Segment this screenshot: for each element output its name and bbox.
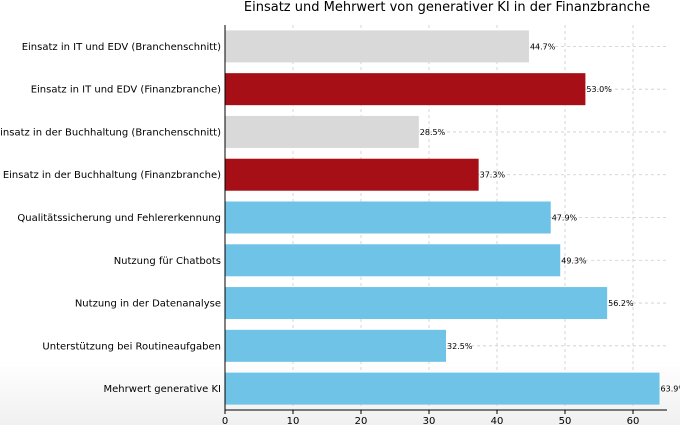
bar [225, 73, 586, 106]
bar [225, 244, 561, 277]
bar [225, 201, 551, 234]
data-label: 53.0% [586, 85, 612, 94]
category-label: Einsatz in IT und EDV (Branchenschnitt) [22, 42, 221, 53]
data-label: 44.7% [530, 42, 556, 51]
category-label: Einsatz in der Buchhaltung (Finanzbranch… [3, 170, 221, 181]
data-label: 63.9% [661, 385, 680, 394]
x-tick-label: 50 [559, 416, 572, 425]
category-label: Mehrwert generative KI [104, 384, 221, 395]
category-label: Nutzung in der Datenanalyse [75, 299, 221, 310]
data-label: 37.3% [480, 171, 506, 180]
bar [225, 329, 446, 362]
data-label: 32.5% [447, 342, 473, 351]
category-label: Einsatz in IT und EDV (Finanzbranche) [31, 85, 221, 96]
x-tick-label: 40 [491, 416, 504, 425]
x-tick-label: 0 [222, 416, 228, 425]
category-label: Unterstützung bei Routineaufgaben [42, 341, 221, 352]
x-tick-label: 20 [355, 416, 368, 425]
data-label: 56.2% [608, 299, 634, 308]
x-tick-label: 10 [287, 416, 300, 425]
x-tick-label: 60 [627, 416, 640, 425]
bar [225, 158, 479, 191]
bar [225, 30, 529, 63]
category-label: Qualitätssicherung und Fehlererkennung [17, 213, 221, 224]
category-label-layer: 44.7% Einsatz in IT und EDV (Branchenschn… [0, 42, 680, 395]
x-axis: 0 10 20 30 40 50 60 [222, 25, 667, 427]
chart-title: Einsatz und Mehrwert von generativer KI … [244, 0, 650, 15]
bar [225, 115, 419, 148]
x-tick-label: 30 [423, 416, 436, 425]
category-label: Nutzung für Chatbots [114, 256, 221, 267]
data-label: 28.5% [420, 128, 446, 137]
data-label: 49.3% [561, 256, 587, 265]
data-label: 47.9% [552, 214, 578, 223]
category-label: Einsatz in der Buchhaltung (Branchenschn… [0, 127, 221, 138]
bar [225, 372, 660, 405]
bar [225, 287, 608, 320]
bar-layer [225, 30, 660, 405]
